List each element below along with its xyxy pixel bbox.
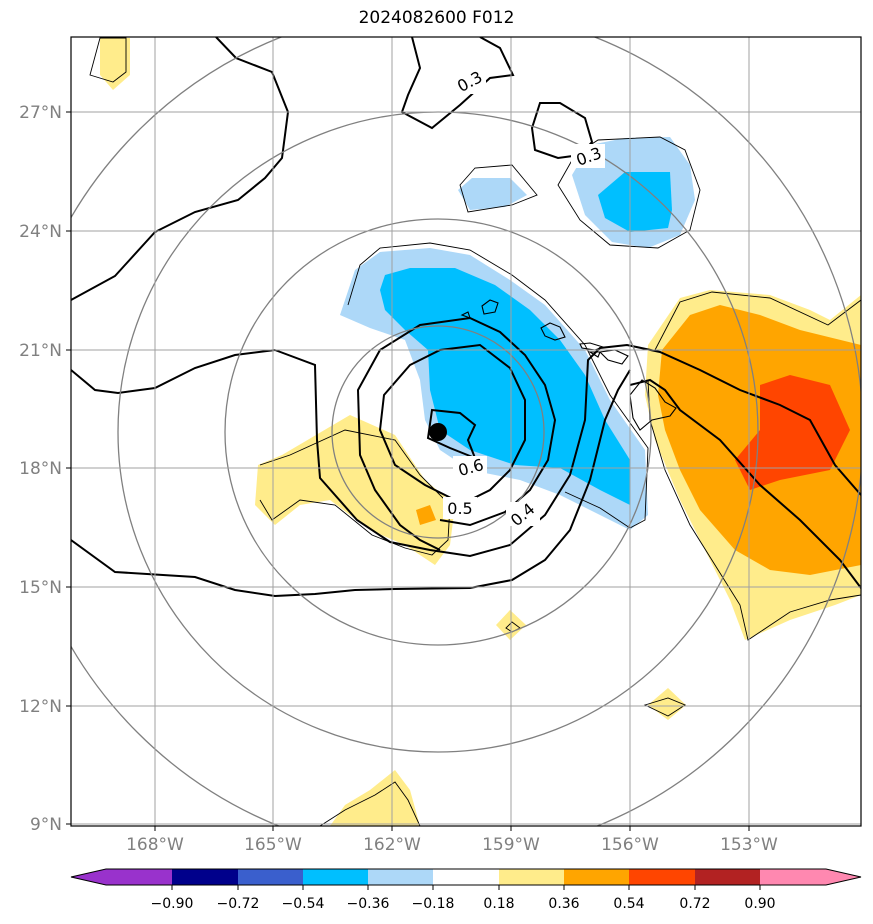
colorbar-segment	[71, 869, 106, 885]
colorbar-label: −0.36	[347, 896, 390, 912]
lon-label: 156°W	[601, 835, 659, 855]
lon-label: 162°W	[363, 835, 421, 855]
thin-contours	[89, 37, 861, 826]
map-area: 0.3 0.3 0.6 0.5 0.4	[71, 37, 861, 826]
lat-label: 27°N	[19, 103, 62, 123]
colorbar: −0.90 −0.72 −0.54 −0.36 −0.18 0.18 0.36 …	[70, 868, 862, 912]
negative-shading-medium	[380, 172, 672, 505]
plot-title: 2024082600 F012	[358, 8, 515, 28]
colorbar-label: −0.72	[217, 896, 260, 912]
colorbar-label: −0.90	[151, 896, 194, 912]
lon-label: 165°W	[244, 835, 302, 855]
colorbar-label: −0.54	[282, 896, 325, 912]
colorbar-segment	[433, 869, 499, 885]
colorbar-segment	[629, 869, 695, 885]
colorbar-segment	[303, 869, 368, 885]
colorbar-segment	[106, 869, 172, 885]
colorbar-label: 0.18	[483, 896, 514, 912]
colorbar-segment	[564, 869, 629, 885]
lat-label: 15°N	[19, 578, 62, 598]
colorbar-label: 0.90	[744, 896, 775, 912]
lon-label: 153°W	[720, 835, 778, 855]
colorbar-label: 0.72	[679, 896, 710, 912]
lat-label: 9°N	[30, 815, 62, 835]
colorbar-segment	[238, 869, 303, 885]
lon-label: 159°W	[482, 835, 540, 855]
colorbar-segment	[695, 869, 760, 885]
colorbar-segment	[760, 869, 826, 885]
longitude-labels: 168°W 165°W 162°W 159°W 156°W 153°W	[126, 835, 778, 855]
map-frame	[70, 36, 862, 827]
colorbar-segment	[368, 869, 433, 885]
colorbar-outline	[70, 868, 862, 886]
contour-label: 0.5	[447, 499, 472, 518]
colorbar-segment	[172, 869, 238, 885]
colorbar-label: 0.54	[613, 896, 644, 912]
lat-label: 24°N	[19, 222, 62, 242]
storm-center-marker	[429, 423, 447, 441]
colorbar-segment	[826, 869, 861, 885]
lat-label: 18°N	[19, 459, 62, 479]
ticks	[66, 111, 750, 831]
lat-label: 21°N	[19, 341, 62, 361]
latitude-labels: 27°N 24°N 21°N 18°N 15°N 12°N 9°N	[19, 103, 62, 835]
colorbar-label: 0.36	[548, 896, 579, 912]
positive-shading-strong	[735, 375, 850, 490]
graticule	[71, 37, 861, 826]
colorbar-segment	[499, 869, 564, 885]
thick-contours	[71, 37, 861, 598]
colorbar-label: −0.18	[412, 896, 455, 912]
contour-label-group: 0.3 0.3 0.6 0.5 0.4	[443, 67, 605, 530]
lat-label: 12°N	[19, 697, 62, 717]
lon-label: 168°W	[126, 835, 184, 855]
